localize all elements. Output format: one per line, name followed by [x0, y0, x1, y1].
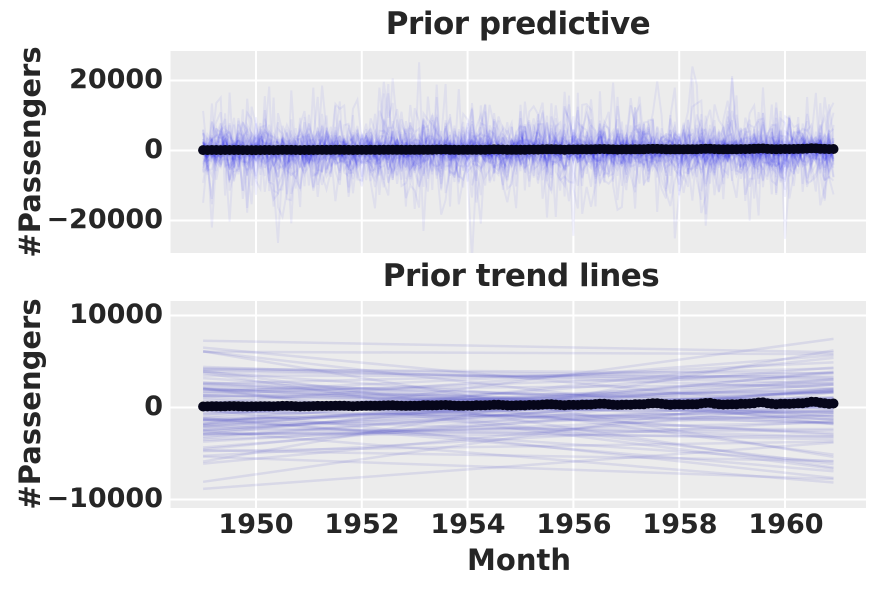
bottom-chart-area — [170, 301, 866, 508]
xtick-1950: 1950 — [218, 509, 294, 540]
prior-trend-sample-line — [203, 403, 834, 443]
prior-trend-sample-line — [202, 416, 834, 473]
prior-trend-sample-line — [203, 383, 834, 392]
prior-predictive-sample-line — [202, 78, 835, 253]
prior-trend-sample-line — [202, 356, 834, 426]
prior-trend-sample-line — [202, 369, 834, 456]
prior-trend-sample-line — [202, 408, 834, 480]
prior-trend-sample-line — [203, 384, 834, 403]
prior-trend-sample-line — [203, 427, 834, 432]
bottom-ytick-10000: 10000 — [69, 299, 163, 330]
prior-trend-sample-line — [203, 418, 834, 439]
x-axis-label: Month — [467, 543, 571, 577]
prior-trend-sample-line — [203, 389, 834, 432]
top-y-axis-label: #Passengers — [13, 46, 47, 258]
prior-trend-sample-line — [203, 449, 834, 463]
xtick-1956: 1956 — [536, 509, 612, 540]
top-ytick-20000: 20000 — [69, 64, 163, 95]
prior-trend-sample-line — [203, 409, 834, 427]
prior-trend-sample-line — [203, 361, 834, 394]
prior-predictive-sample-line — [202, 123, 835, 182]
prior-trend-sample-line — [202, 403, 834, 465]
xtick-1952: 1952 — [324, 509, 400, 540]
xtick-1954: 1954 — [430, 509, 506, 540]
bottom-observed-dots — [198, 396, 839, 412]
prior-trend-sample-line — [202, 350, 834, 426]
prior-trend-sample-line — [203, 367, 834, 386]
prior-trend-sample-line — [203, 370, 834, 381]
prior-trend-sample-line — [203, 410, 834, 421]
prior-predictive-sample-line — [202, 103, 835, 192]
prior-trend-sample-line — [203, 374, 834, 378]
prior-trend-sample-line — [202, 387, 834, 451]
prior-trend-sample-line — [203, 365, 834, 390]
prior-predictive-sample-line — [202, 124, 835, 178]
bottom-ytick-neg10000: −10000 — [46, 483, 163, 514]
prior-trend-sample-line — [203, 368, 834, 385]
prior-trend-sample-line — [203, 366, 834, 380]
prior-trend-sample-line — [203, 339, 834, 354]
prior-trend-sample-line — [202, 371, 834, 469]
prior-trend-sample-line — [203, 376, 834, 422]
top-chart-title: Prior predictive — [385, 6, 651, 42]
prior-trend-sample-line — [202, 346, 834, 409]
prior-trend-sample-line — [202, 386, 834, 466]
prior-trend-sample-line — [203, 429, 834, 436]
prior-trend-sample-line — [203, 411, 834, 421]
prior-trend-sample-line — [203, 455, 834, 481]
bottom-chart-title: Prior trend lines — [382, 258, 660, 294]
prior-predictive-sample-line — [202, 118, 835, 189]
xtick-1958: 1958 — [642, 509, 718, 540]
prior-trend-sample-line — [203, 418, 834, 463]
prior-trend-sample-line — [203, 414, 834, 428]
prior-trend-sample-line — [203, 432, 834, 438]
prior-trend-sample-line — [203, 425, 834, 441]
bottom-y-axis-label: #Passengers — [13, 298, 47, 510]
top-chart-area — [170, 51, 866, 253]
prior-trend-sample-line — [203, 368, 834, 375]
prior-trend-sample-line — [203, 421, 834, 437]
observed-point — [828, 144, 839, 154]
prior-trend-sample-line — [203, 371, 834, 396]
prior-trend-sample-line — [203, 413, 834, 442]
prior-predictive-sample-line — [202, 119, 835, 183]
prior-trend-sample-line — [203, 419, 834, 458]
top-observed-dots — [198, 143, 839, 156]
prior-trend-sample-line — [203, 388, 834, 440]
prior-trend-sample-line — [203, 391, 834, 398]
prior-trend-sample-line — [203, 350, 834, 356]
prior-trend-sample-line — [203, 354, 834, 405]
prior-trend-sample-line — [203, 381, 834, 418]
prior-trend-sample-line — [203, 390, 834, 438]
prior-trend-sample-line — [203, 409, 834, 424]
top-ytick-0: 0 — [144, 134, 163, 165]
prior-predictive-sample-line — [202, 108, 835, 195]
prior-trend-sample-line — [202, 371, 834, 429]
xtick-1960: 1960 — [748, 509, 824, 540]
prior-trend-sample-line — [203, 440, 834, 453]
observed-point — [828, 398, 839, 409]
prior-trend-sample-line — [203, 441, 834, 491]
prior-predictive-sample-line — [202, 110, 835, 197]
prior-trend-sample-line — [202, 429, 834, 484]
bottom-ytick-0: 0 — [144, 391, 163, 422]
top-ytick-neg20000: −20000 — [46, 204, 163, 235]
prior-predictive-sample-line — [202, 120, 835, 185]
